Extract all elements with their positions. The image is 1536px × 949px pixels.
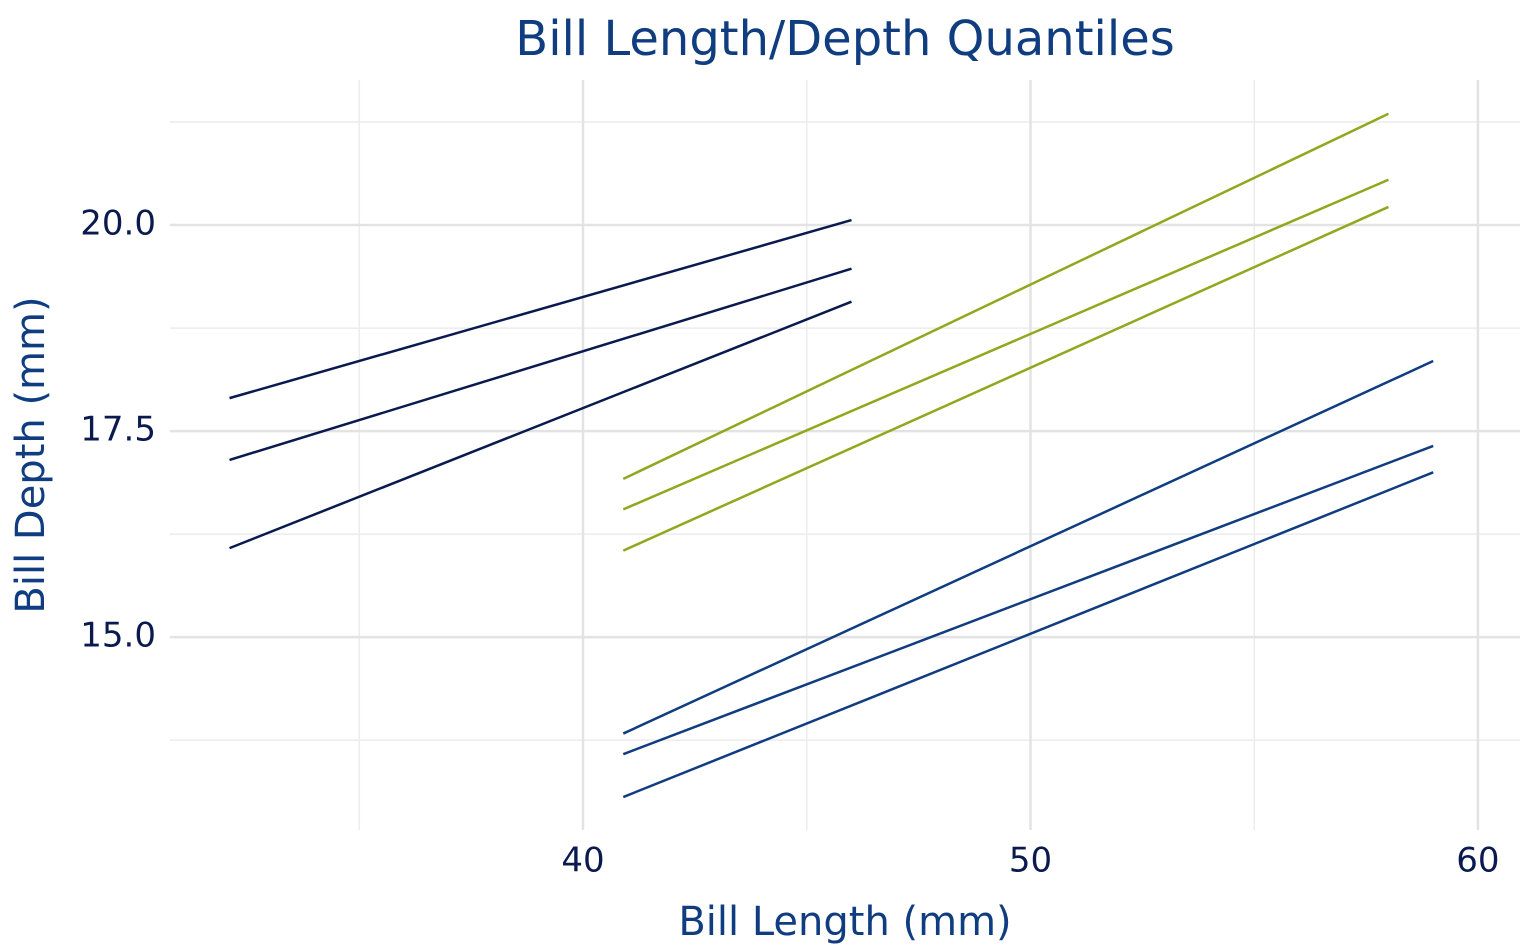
x-tick-label: 60: [1456, 841, 1499, 881]
y-tick-label: 15.0: [80, 616, 156, 656]
quantile-line: [622, 178, 1389, 511]
quantile-line: [229, 267, 852, 462]
x-axis-label: Bill Length (mm): [678, 899, 1011, 945]
quantile-line: [622, 359, 1434, 735]
y-axis-label: Bill Depth (mm): [8, 296, 54, 613]
quantile-line: [622, 205, 1389, 552]
chart-title: Bill Length/Depth Quantiles: [515, 11, 1174, 67]
quantile-line: [229, 218, 852, 400]
quantile-line: [622, 112, 1389, 481]
quantile-line: [229, 300, 852, 550]
x-tick-label: 50: [1009, 841, 1052, 881]
y-tick-label: 17.5: [80, 410, 156, 450]
y-tick-label: 20.0: [80, 204, 156, 244]
quantile-line: [622, 471, 1434, 799]
x-tick-label: 40: [561, 841, 604, 881]
quantile-line: [622, 444, 1434, 756]
